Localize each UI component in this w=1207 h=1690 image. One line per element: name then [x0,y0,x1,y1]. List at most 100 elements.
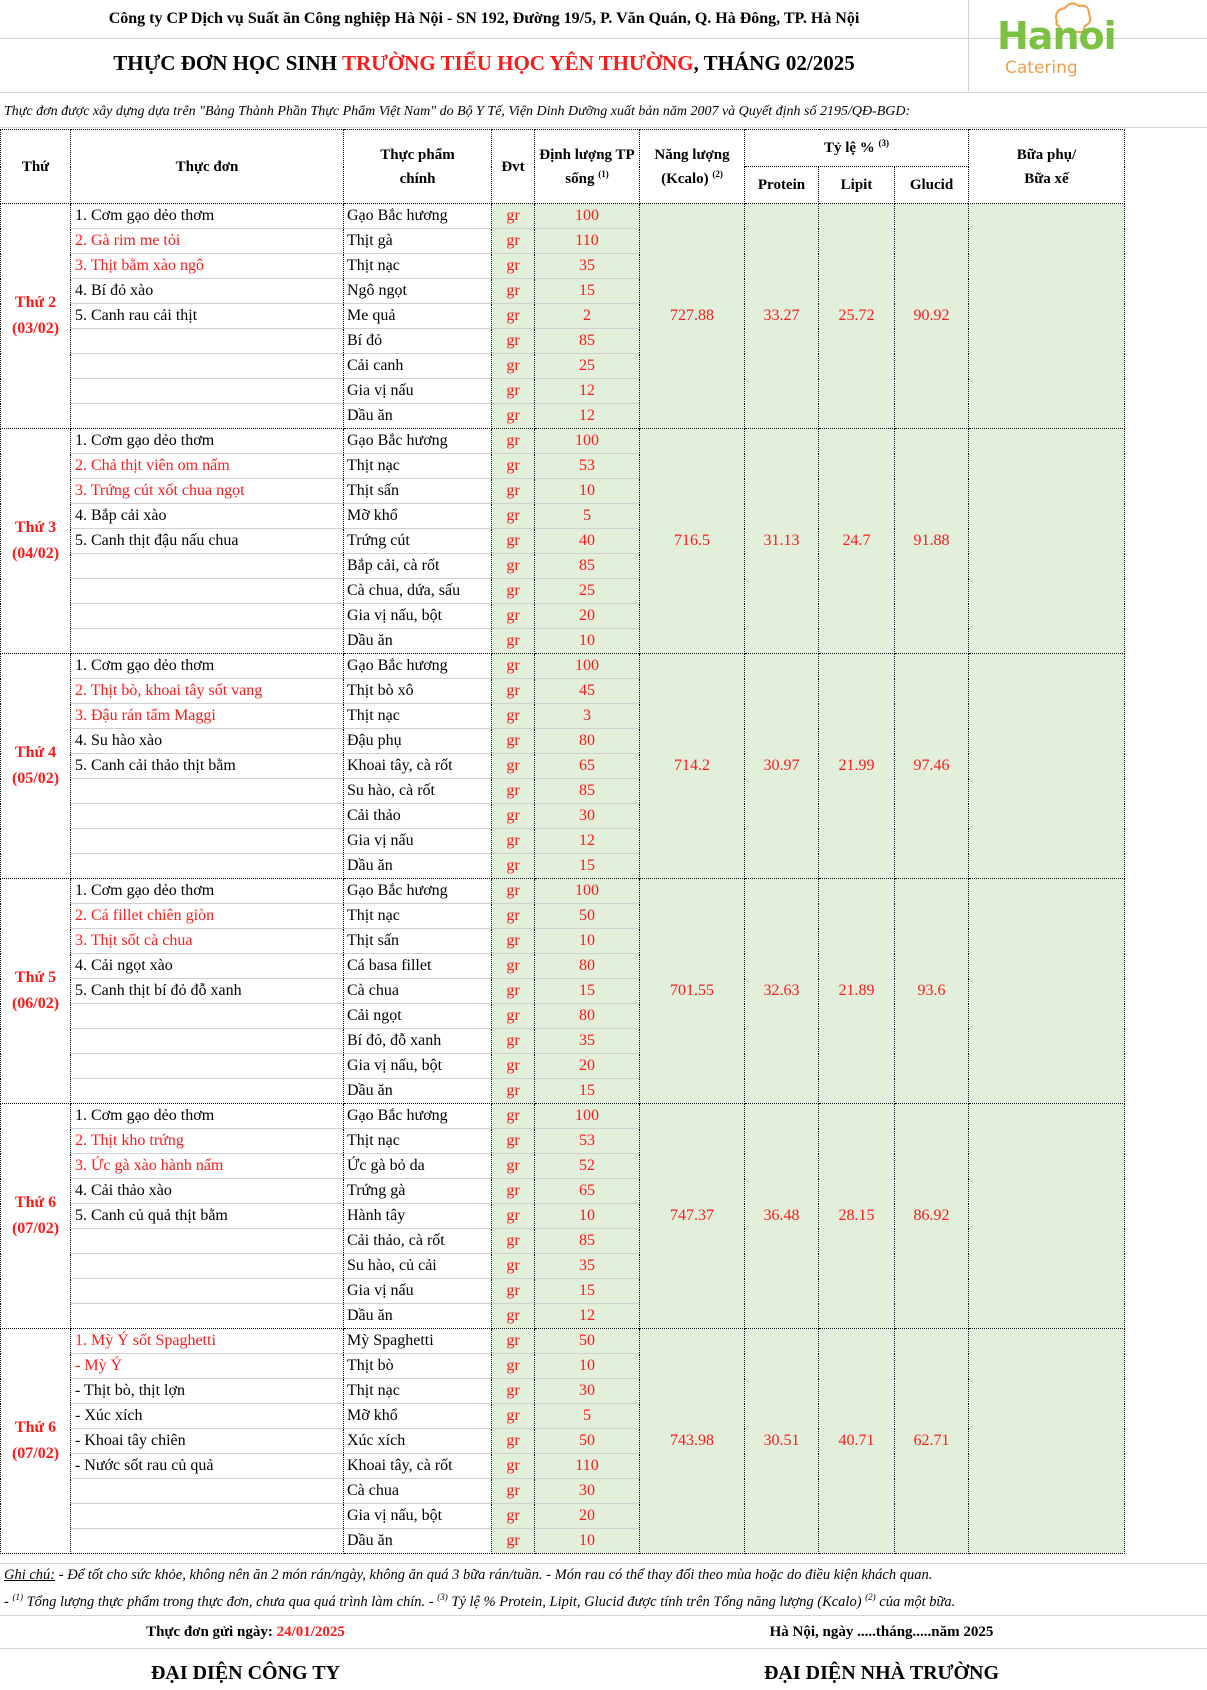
menu-row: 3. Thịt bằm xào ngô Thịt nạc gr 35 [1,253,1125,279]
col-header-ratio: Tỷ lệ % (3) [744,129,969,167]
glucid-value: 90.92 [894,203,969,429]
ingredient-quantity: 52 [534,1153,640,1179]
day-cell: Thứ 6 (07/02) [0,1328,71,1554]
ingredient-quantity: 10 [534,1203,640,1229]
day-cell: Thứ 6 (07/02) [0,1103,71,1329]
hanoi-catering-logo: Hanoi Catering [968,0,1125,92]
menu-row: Cà chua, dứa, sấu gr 25 [1,578,1125,604]
menu-row: 2. Thịt kho trứng Thịt nạc gr 53 [1,1128,1125,1154]
menu-row: Thứ 4 (05/02) 1. Cơm gạo dẻo thơm Gạo Bắc h… [0,653,1125,879]
menu-row: Thứ 6 (07/02) 1. Cơm gạo dẻo thơm Gạo Bắc h… [0,1103,1125,1329]
ingredient-name: Thịt gà [343,228,492,254]
protein-value: 31.13 [744,428,819,654]
dish-cell [70,1303,344,1329]
snack-cell [968,878,1125,1104]
ingredient-name: Thịt nạc [343,453,492,479]
dish-cell: 3. Ức gà xào hành nấm [70,1153,344,1179]
ingredient-quantity: 20 [534,603,640,629]
ingredient-quantity: 85 [534,1228,640,1254]
menu-row: Gia vị nấu gr 12 [1,828,1125,854]
ingredient-unit: gr [491,1203,535,1229]
ingredient-quantity: 50 [534,1328,640,1354]
ingredient-unit: gr [491,1428,535,1454]
ingredient-name: Bí đỏ [343,328,492,354]
menu-row: Su hào, củ cải gr 35 [1,1253,1125,1279]
ingredient-quantity: 30 [534,1478,640,1504]
ingredient-unit: gr [491,1128,535,1154]
ingredient-quantity: 53 [534,453,640,479]
col-header-protein: Protein [744,166,819,204]
ingredient-unit: gr [491,228,535,254]
day-cell: Thứ 5 (06/02) [0,878,71,1104]
ingredient-quantity: 53 [534,1128,640,1154]
ingredient-quantity: 10 [534,928,640,954]
menu-row: - Nước sốt rau củ quả Khoai tây, cà rốt gr… [1,1453,1125,1479]
dish-cell [70,553,344,579]
dish-cell [70,778,344,804]
glucid-value: 93.6 [894,878,969,1104]
ingredient-quantity: 15 [534,1078,640,1104]
menu-row: Dầu ăn gr 12 [1,403,1125,429]
ingredient-name: Gia vị nấu [343,1278,492,1304]
dish-cell: - Thịt bò, thịt lợn [70,1378,344,1404]
ingredient-unit: gr [491,353,535,379]
snack-cell [968,203,1125,429]
ingredient-name: Ức gà bỏ da [343,1153,492,1179]
ingredient-quantity: 100 [534,203,640,229]
snack-cell [968,428,1125,654]
menu-row: 3. Đậu rán tẩm Maggi Thịt nạc gr 3 [1,703,1125,729]
ingredient-unit: gr [491,1353,535,1379]
title-suffix: , THÁNG 02/2025 [693,51,855,75]
ingredient-unit: gr [491,828,535,854]
ingredient-name: Hành tây [343,1203,492,1229]
ingredient-name: Cải thảo, cà rốt [343,1228,492,1254]
ingredient-unit: gr [491,553,535,579]
sent-date-value: 24/01/2025 [276,1624,345,1640]
menu-row: 4. Bí đỏ xào Ngô ngọt gr 15 [1,278,1125,304]
ingredient-unit: gr [491,253,535,279]
ingredient-name: Su hào, cà rốt [343,778,492,804]
ingredient-quantity: 10 [534,1353,640,1379]
dish-cell: 5. Canh thịt bí đỏ đỗ xanh [70,978,344,1004]
dish-cell: 2. Gà rim me tỏi [70,228,344,254]
ingredient-quantity: 5 [534,503,640,529]
dish-cell: 4. Cải thảo xào [70,1178,344,1204]
menu-row: 5. Canh thịt đậu nấu chua Trứng cút gr 40 [1,528,1125,554]
snack-cell [968,653,1125,879]
gridline [0,127,1207,128]
ingredient-quantity: 110 [534,1453,640,1479]
ingredient-unit: gr [491,728,535,754]
ingredient-quantity: 40 [534,528,640,554]
notes-text: - Để tốt cho sức khỏe, không nên ăn 2 mó… [55,1567,933,1583]
menu-row: 5. Canh củ quả thịt bằm Hành tây gr 10 [1,1203,1125,1229]
dish-cell [70,578,344,604]
glucid-value: 62.71 [894,1328,969,1554]
gridline [0,1615,1207,1616]
day-cell: Thứ 2 (03/02) [0,203,71,429]
menu-row: - Xúc xích Mỡ khổ gr 5 [1,1403,1125,1429]
ingredient-name: Mỡ khổ [343,503,492,529]
dish-cell: - Xúc xích [70,1403,344,1429]
ingredient-name: Ngô ngọt [343,278,492,304]
menu-row: 4. Cải ngọt xào Cá basa fillet gr 80 [1,953,1125,979]
footnote-2-mark: (2) [865,1592,876,1602]
ingredient-quantity: 15 [534,278,640,304]
gridline [0,1563,1207,1564]
menu-row: 5. Canh cải thảo thịt bằm Khoai tây, cà r… [1,753,1125,779]
school-representative: ĐẠI DIỆN NHÀ TRƯỜNG [763,1662,1000,1684]
menu-row: Gia vị nấu, bột gr 20 [1,603,1125,629]
menu-row: Dầu ăn gr 15 [1,853,1125,879]
ingredient-name: Me quả [343,303,492,329]
ingredient-name: Mỳ Spaghetti [343,1328,492,1354]
day-label: Thứ 6 [14,1194,57,1211]
ingredient-quantity: 15 [534,978,640,1004]
ingredient-unit: gr [491,978,535,1004]
col-header-glucid: Glucid [894,166,969,204]
ingredient-quantity: 25 [534,578,640,604]
lipit-value: 25.72 [818,203,895,429]
ingredient-quantity: 100 [534,1103,640,1129]
ingredient-name: Xúc xích [343,1428,492,1454]
protein-value: 32.63 [744,878,819,1104]
ingredient-name: Thịt sấn [343,928,492,954]
dish-cell: 2. Chả thịt viên om nấm [70,453,344,479]
